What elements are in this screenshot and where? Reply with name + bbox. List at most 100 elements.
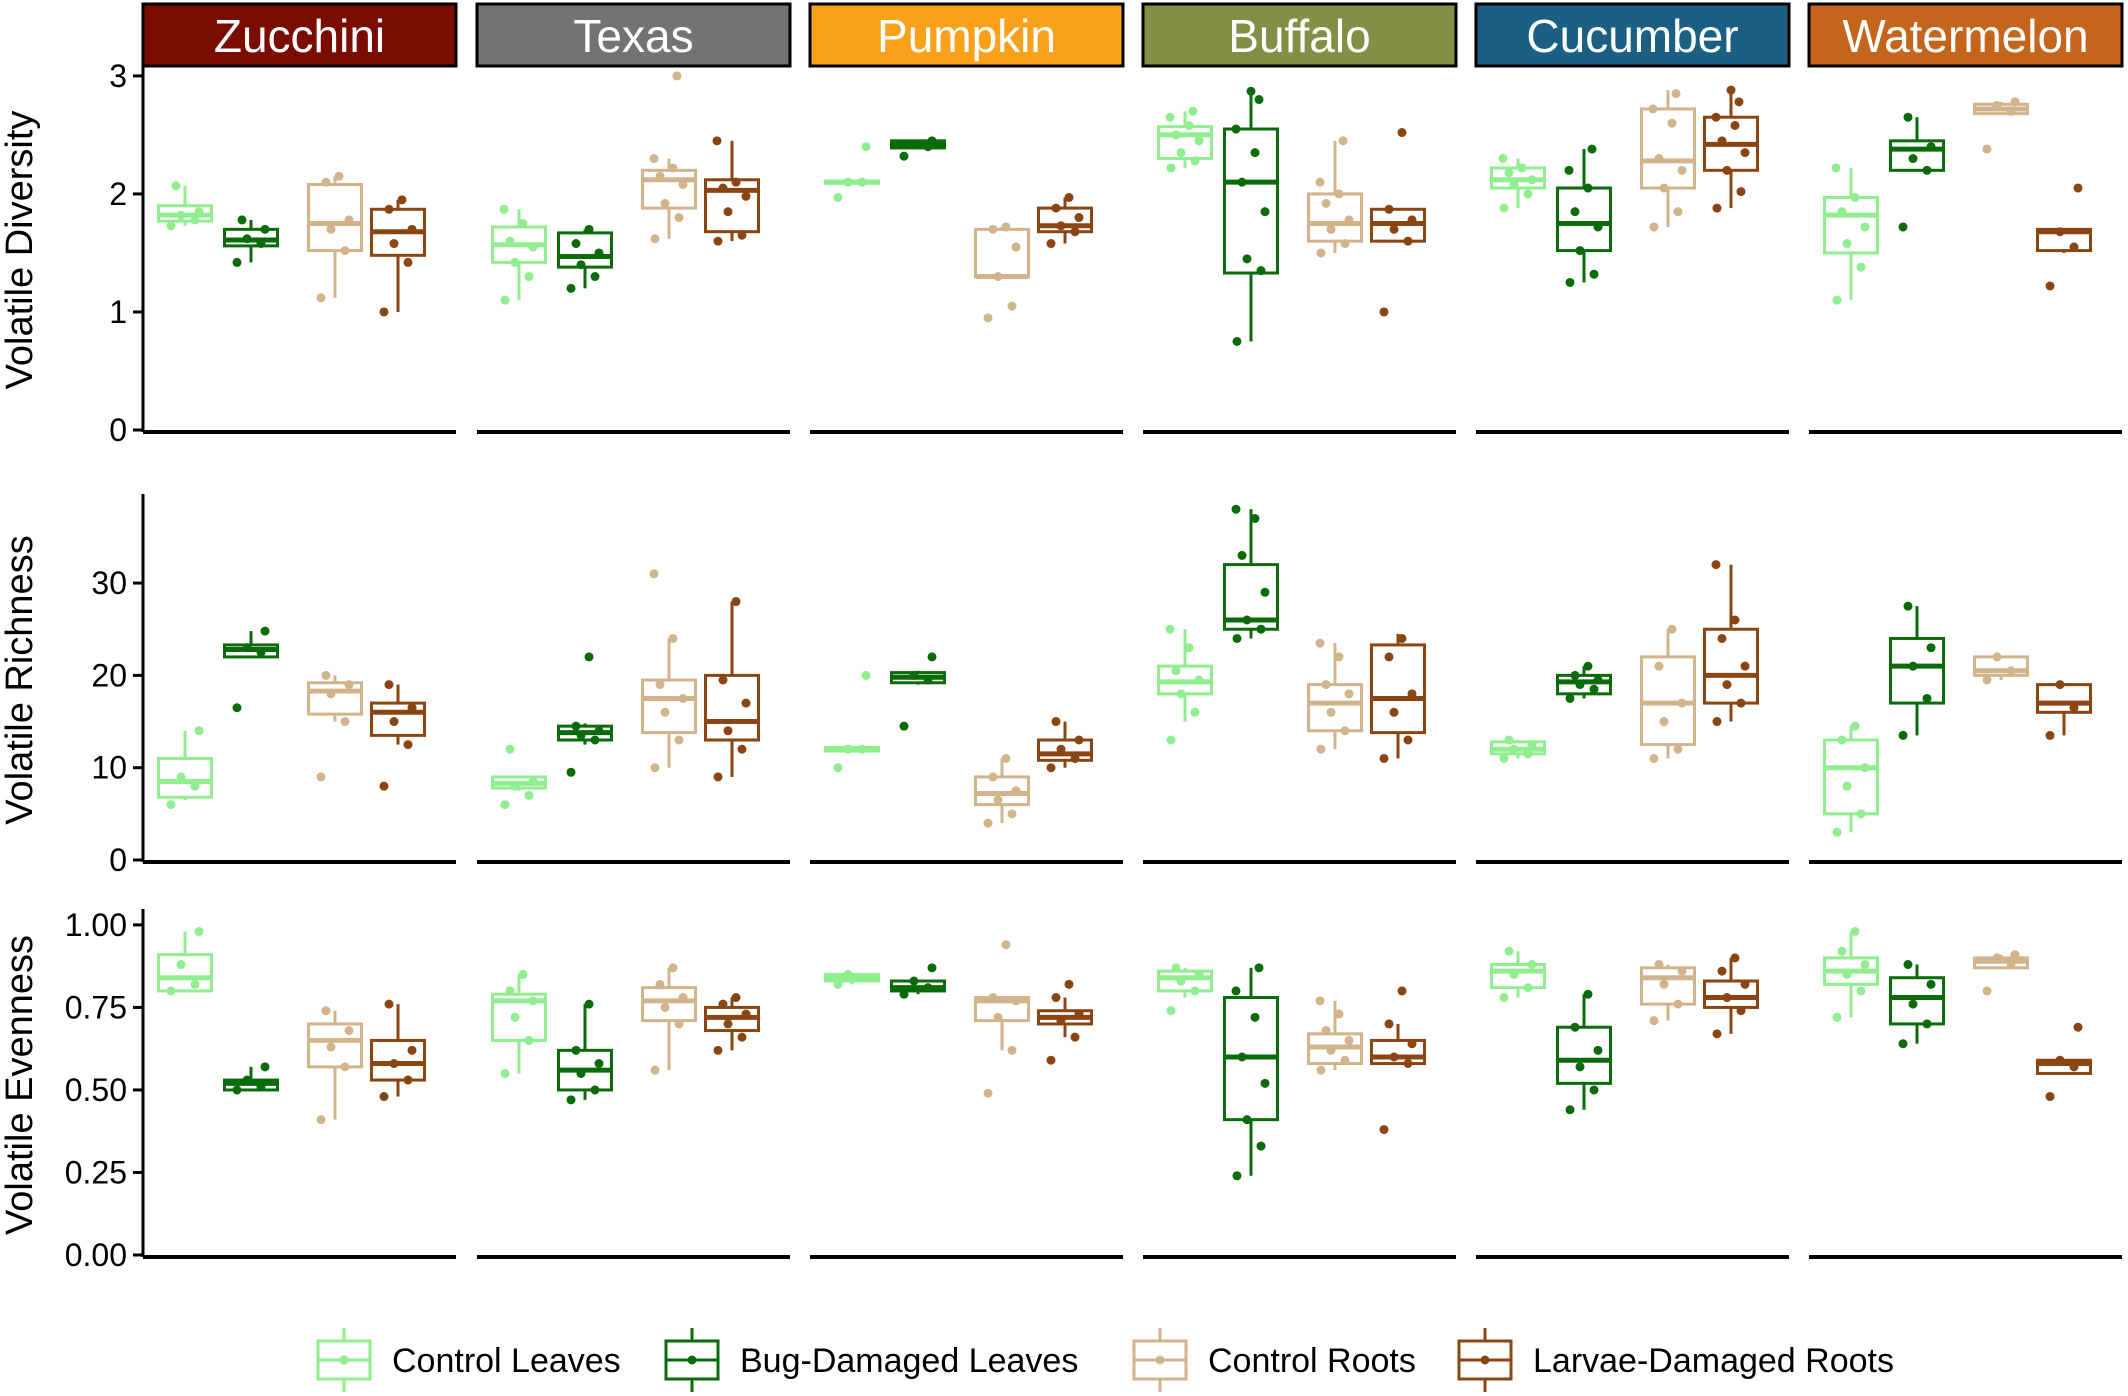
- box-control-leaves: [491, 744, 547, 810]
- data-point: [1570, 670, 1580, 680]
- data-point: [1504, 946, 1514, 956]
- data-point: [500, 295, 510, 305]
- data-point: [176, 772, 186, 782]
- data-point: [1922, 165, 1932, 175]
- data-point: [650, 763, 660, 773]
- data-point: [176, 960, 186, 970]
- data-point: [660, 198, 670, 208]
- box-larvae-damaged-roots: [370, 999, 426, 1102]
- data-point: [1389, 707, 1399, 717]
- data-point: [1384, 204, 1394, 214]
- data-point: [232, 703, 242, 713]
- data-point: [1321, 198, 1331, 208]
- data-point: [2006, 666, 2016, 676]
- data-point: [1860, 763, 1870, 773]
- data-point: [2045, 281, 2055, 291]
- y-tick-label: 0: [109, 842, 127, 878]
- data-point: [843, 969, 853, 979]
- data-point: [576, 260, 586, 270]
- data-point: [1011, 996, 1021, 1006]
- data-point: [723, 726, 733, 736]
- box-iqr: [2036, 683, 2092, 714]
- box-control-leaves: [1157, 106, 1213, 173]
- data-point: [528, 777, 538, 787]
- data-point: [1722, 680, 1732, 690]
- facet-label: Texas: [573, 10, 693, 62]
- data-point: [2045, 730, 2055, 740]
- data-point: [927, 136, 937, 146]
- data-point: [1517, 163, 1527, 173]
- box-iqr: [974, 996, 1030, 1023]
- data-point: [1504, 168, 1514, 178]
- data-point: [340, 1062, 350, 1072]
- box-control-leaves: [1157, 963, 1213, 1016]
- box-larvae-damaged-roots: [2036, 1022, 2092, 1102]
- box-iqr: [1703, 979, 1759, 1009]
- data-point: [1237, 1052, 1247, 1062]
- data-point: [2055, 1055, 2065, 1065]
- box-control-roots: [307, 1006, 363, 1125]
- data-point: [1570, 1022, 1580, 1032]
- data-point: [510, 257, 520, 267]
- data-point: [590, 1085, 600, 1095]
- data-point: [407, 703, 417, 713]
- data-point: [861, 142, 871, 152]
- data-point: [833, 763, 843, 773]
- box-bug-damaged-leaves: [890, 136, 946, 161]
- box-bug-damaged-leaves: [1556, 661, 1612, 703]
- data-point: [983, 1088, 993, 1098]
- data-point: [1982, 986, 1992, 996]
- data-point: [2069, 1062, 2079, 1072]
- facet-strip-box: [475, 2, 792, 68]
- box-iqr: [370, 701, 426, 737]
- y-tick-label: 30: [91, 565, 127, 601]
- data-point: [1740, 661, 1750, 671]
- data-point: [1384, 652, 1394, 662]
- data-point: [1256, 266, 1266, 276]
- data-point: [256, 1082, 266, 1092]
- box-iqr: [704, 673, 760, 742]
- box-iqr: [1157, 969, 1213, 993]
- facet-strip-zucchini: Zucchini: [141, 2, 458, 68]
- data-point: [1246, 86, 1256, 96]
- data-point: [1326, 1045, 1336, 1055]
- box-iqr: [1490, 963, 1546, 990]
- box-iqr: [1556, 186, 1612, 253]
- facet-label: Buffalo: [1228, 10, 1370, 62]
- data-point: [1407, 1039, 1417, 1049]
- data-point: [741, 191, 751, 201]
- data-point: [1831, 163, 1841, 173]
- data-point: [668, 163, 678, 173]
- facet-label: Watermelon: [1842, 10, 2088, 62]
- data-point: [524, 1035, 534, 1045]
- box-control-leaves: [1490, 154, 1546, 213]
- legend-key-point: [687, 1355, 697, 1365]
- data-point: [1165, 624, 1175, 634]
- data-point: [1260, 587, 1270, 597]
- box-control-leaves: [1823, 163, 1879, 305]
- data-point: [1589, 1085, 1599, 1095]
- data-point: [1589, 684, 1599, 694]
- facet-strip-pumpkin: Pumpkin: [808, 2, 1125, 68]
- data-point: [321, 1006, 331, 1016]
- box-iqr: [491, 992, 547, 1042]
- data-point: [713, 772, 723, 782]
- data-point: [1403, 1059, 1413, 1069]
- legend-label: Bug-Damaged Leaves: [740, 1342, 1078, 1380]
- data-point: [1593, 675, 1603, 685]
- data-point: [1007, 809, 1017, 819]
- data-point: [1334, 1009, 1344, 1019]
- data-point: [232, 1085, 242, 1095]
- data-point: [909, 976, 919, 986]
- data-point: [718, 999, 728, 1009]
- data-point: [1046, 239, 1056, 249]
- box-larvae-damaged-roots: [704, 993, 760, 1055]
- box-control-roots: [1640, 960, 1696, 1026]
- data-point: [1575, 246, 1585, 256]
- data-point: [344, 1026, 354, 1036]
- data-point: [1242, 615, 1252, 625]
- data-point: [899, 989, 909, 999]
- legend-item: Control Leaves: [316, 1328, 621, 1392]
- data-point: [171, 181, 181, 191]
- data-point: [923, 675, 933, 685]
